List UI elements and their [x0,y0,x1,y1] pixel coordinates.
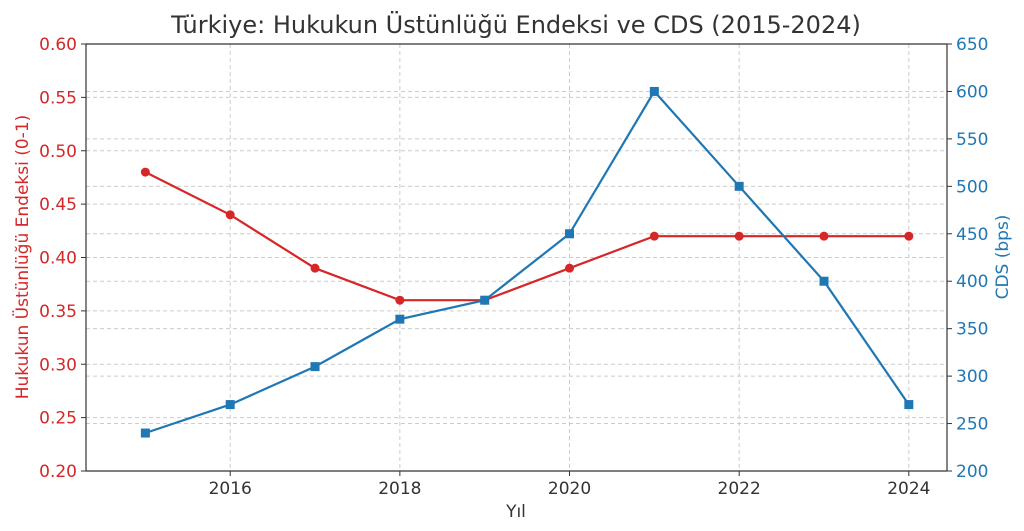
data-point-rule-of-law [395,295,405,305]
left-tick-label: 0.30 [39,355,77,375]
data-point-cds [480,295,490,305]
left-tick-label: 0.45 [39,195,77,215]
data-point-rule-of-law [819,231,829,241]
right-tick-label: 300 [956,367,988,387]
right-tick-label: 250 [956,415,988,435]
right-tick-label: 500 [956,177,988,197]
data-point-cds [819,276,829,286]
data-point-cds [565,229,575,239]
left-tick-label: 0.55 [39,88,77,108]
left-tick-label: 0.50 [39,142,77,162]
data-point-rule-of-law [904,231,914,241]
right-tick-label: 600 [956,82,988,102]
x-tick-label: 2018 [378,479,421,499]
left-y-axis-label: Hukukun Üstünlüğü Endeksi (0-1) [11,115,33,400]
left-tick-label: 0.40 [39,249,77,269]
ticks-layer: 0.20 0.25 0.30 0.35 0.40 0.45 0.50 0.55 0.60 200 2… [39,35,988,499]
left-tick-label: 0.60 [39,35,77,55]
chart-title: Türkiye: Hukukun Üstünlüğü Endeksi ve CD… [170,10,861,39]
data-point-rule-of-law [140,167,150,177]
data-point-cds [395,314,405,324]
right-tick-label: 400 [956,272,988,292]
data-point-cds [225,400,235,410]
data-point-cds [140,428,150,438]
series-layer [140,86,914,438]
x-tick-label: 2024 [887,479,930,499]
data-point-rule-of-law [649,231,659,241]
left-tick-label: 0.20 [39,462,77,482]
data-point-rule-of-law [310,263,320,273]
left-tick-label: 0.25 [39,409,77,429]
data-point-rule-of-law [225,210,235,220]
right-tick-label: 450 [956,225,988,245]
right-tick-label: 650 [956,35,988,55]
data-point-rule-of-law [565,263,575,273]
series-line-rule-of-law [144,171,909,302]
data-point-rule-of-law [734,231,744,241]
series-line-cds [145,89,910,435]
x-tick-label: 2016 [209,479,252,499]
right-tick-label: 550 [956,130,988,150]
data-point-cds [649,86,659,96]
right-tick-label: 200 [956,462,988,482]
data-point-cds [904,400,914,410]
right-tick-label: 350 [956,320,988,340]
right-y-axis-label: CDS (bps) [993,215,1013,300]
data-point-cds [734,181,744,191]
x-axis-label: Yıl [505,502,526,522]
data-point-cds [310,362,320,372]
x-tick-label: 2020 [548,479,591,499]
grid-layer [86,43,947,472]
x-tick-label: 2022 [718,479,761,499]
left-tick-label: 0.35 [39,302,77,322]
